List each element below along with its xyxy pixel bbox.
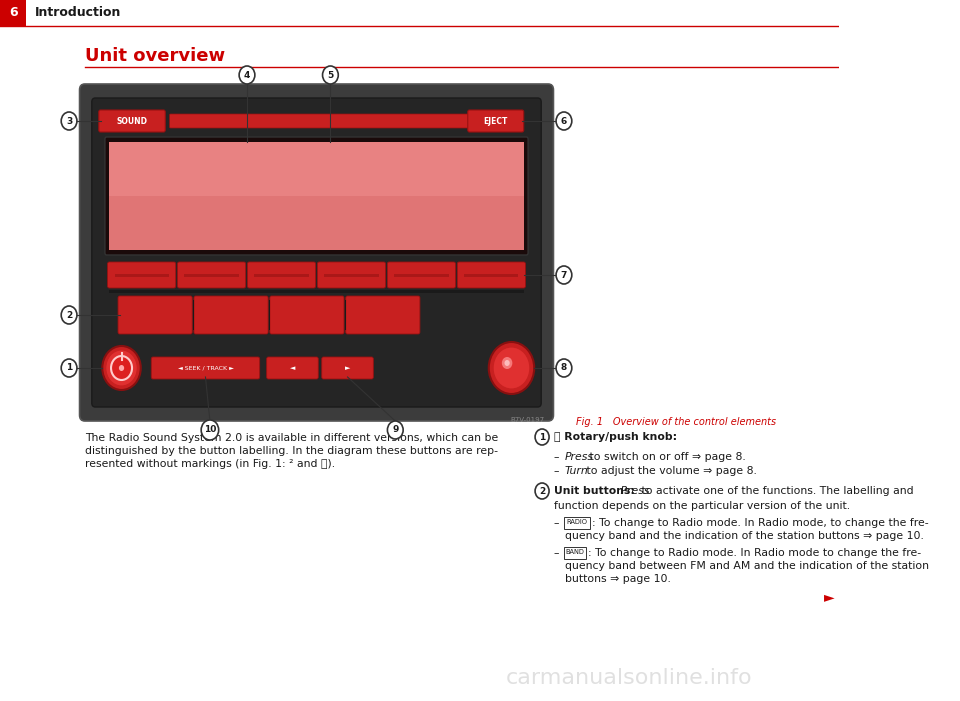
FancyBboxPatch shape — [99, 110, 165, 132]
Text: ►: ► — [825, 590, 835, 604]
FancyBboxPatch shape — [267, 357, 319, 379]
Circle shape — [388, 421, 403, 439]
Text: ◄: ◄ — [290, 365, 295, 371]
Circle shape — [239, 66, 254, 84]
FancyBboxPatch shape — [457, 262, 525, 288]
FancyBboxPatch shape — [318, 262, 386, 288]
Circle shape — [556, 112, 572, 130]
Text: : To change to Radio mode. In Radio mode, to change the fre-: : To change to Radio mode. In Radio mode… — [592, 518, 928, 528]
Text: Unit overview: Unit overview — [84, 47, 225, 65]
Text: 1: 1 — [539, 433, 545, 442]
Circle shape — [61, 112, 77, 130]
FancyBboxPatch shape — [81, 85, 553, 420]
Text: –: – — [554, 466, 566, 476]
Text: 6: 6 — [561, 116, 567, 125]
Circle shape — [535, 429, 549, 445]
Text: 1: 1 — [66, 364, 72, 372]
Bar — [184, 273, 239, 276]
Text: 2: 2 — [66, 311, 72, 320]
Text: ⓨ Rotary/push knob:: ⓨ Rotary/push knob: — [554, 432, 678, 442]
Text: Press: Press — [617, 486, 650, 496]
FancyBboxPatch shape — [118, 296, 192, 334]
Circle shape — [535, 483, 549, 499]
Text: The Radio Sound System 2.0 is available in different versions, which can be: The Radio Sound System 2.0 is available … — [84, 433, 498, 443]
Circle shape — [106, 350, 137, 386]
FancyBboxPatch shape — [564, 547, 587, 559]
FancyBboxPatch shape — [178, 262, 246, 288]
FancyBboxPatch shape — [322, 357, 373, 379]
Circle shape — [556, 266, 572, 284]
FancyBboxPatch shape — [152, 357, 259, 379]
FancyBboxPatch shape — [108, 262, 176, 288]
Bar — [395, 273, 448, 276]
Text: 2: 2 — [539, 486, 545, 496]
Circle shape — [493, 347, 530, 389]
Text: 10: 10 — [204, 426, 216, 435]
FancyBboxPatch shape — [468, 110, 524, 132]
Text: –: – — [554, 518, 566, 528]
Text: Turn: Turn — [564, 466, 588, 476]
Text: buttons ⇒ page 10.: buttons ⇒ page 10. — [564, 574, 671, 584]
Text: Introduction: Introduction — [35, 6, 121, 20]
Circle shape — [119, 365, 124, 371]
Text: to activate one of the functions. The labelling and: to activate one of the functions. The la… — [638, 486, 914, 496]
FancyBboxPatch shape — [194, 296, 268, 334]
FancyBboxPatch shape — [387, 262, 456, 288]
FancyBboxPatch shape — [0, 0, 26, 26]
Text: distinguished by the button labelling. In the diagram these buttons are rep-: distinguished by the button labelling. I… — [84, 446, 498, 456]
Text: 6: 6 — [9, 6, 17, 20]
Text: quency band and the indication of the station buttons ⇒ page 10.: quency band and the indication of the st… — [564, 531, 924, 541]
Text: 5: 5 — [327, 71, 333, 79]
Text: Fig. 1 Overview of the control elements: Fig. 1 Overview of the control elements — [576, 417, 777, 427]
FancyBboxPatch shape — [105, 137, 528, 255]
Text: ◄ SEEK / TRACK ►: ◄ SEEK / TRACK ► — [178, 365, 233, 371]
FancyBboxPatch shape — [92, 98, 541, 407]
Text: Unit buttons:: Unit buttons: — [554, 486, 636, 496]
Text: to adjust the volume ⇒ page 8.: to adjust the volume ⇒ page 8. — [583, 466, 757, 476]
Circle shape — [61, 359, 77, 377]
Text: : To change to Radio mode. In Radio mode to change the fre-: : To change to Radio mode. In Radio mode… — [588, 548, 922, 558]
Text: 8: 8 — [561, 364, 567, 372]
Circle shape — [556, 359, 572, 377]
FancyBboxPatch shape — [248, 262, 316, 288]
FancyBboxPatch shape — [346, 296, 420, 334]
Text: SOUND: SOUND — [116, 116, 148, 125]
Text: B7V-0197: B7V-0197 — [511, 417, 544, 423]
Text: –: – — [554, 548, 566, 558]
FancyBboxPatch shape — [270, 296, 344, 334]
Circle shape — [202, 420, 219, 440]
Circle shape — [61, 306, 77, 324]
FancyBboxPatch shape — [109, 142, 524, 250]
FancyBboxPatch shape — [564, 517, 589, 529]
Text: 4: 4 — [244, 71, 251, 79]
Text: EJECT: EJECT — [484, 116, 508, 125]
Bar — [465, 273, 518, 276]
Bar — [254, 273, 308, 276]
Circle shape — [489, 342, 534, 394]
Text: resented without markings (in Fig. 1: ² and ⑹).: resented without markings (in Fig. 1: ² … — [84, 459, 335, 469]
FancyBboxPatch shape — [170, 114, 468, 128]
Text: to switch on or off ⇒ page 8.: to switch on or off ⇒ page 8. — [586, 452, 746, 462]
Circle shape — [103, 346, 141, 390]
Text: function depends on the particular version of the unit.: function depends on the particular versi… — [554, 501, 851, 511]
Text: BAND: BAND — [565, 550, 585, 555]
FancyBboxPatch shape — [109, 142, 524, 196]
Text: 9: 9 — [392, 426, 398, 435]
Circle shape — [505, 360, 510, 366]
Text: ►: ► — [345, 365, 350, 371]
Text: 7: 7 — [561, 271, 567, 280]
Bar — [324, 273, 378, 276]
FancyBboxPatch shape — [80, 84, 554, 421]
Circle shape — [323, 66, 338, 84]
Text: 3: 3 — [66, 116, 72, 125]
Circle shape — [111, 356, 132, 380]
Circle shape — [502, 357, 513, 369]
Text: Press: Press — [564, 452, 594, 462]
Text: RADIO: RADIO — [566, 519, 588, 526]
Text: –: – — [554, 452, 566, 462]
Bar — [109, 290, 524, 293]
Bar — [114, 273, 169, 276]
Text: quency band between FM and AM and the indication of the station: quency band between FM and AM and the in… — [564, 561, 929, 571]
Text: carmanualsonline.info: carmanualsonline.info — [506, 668, 753, 688]
